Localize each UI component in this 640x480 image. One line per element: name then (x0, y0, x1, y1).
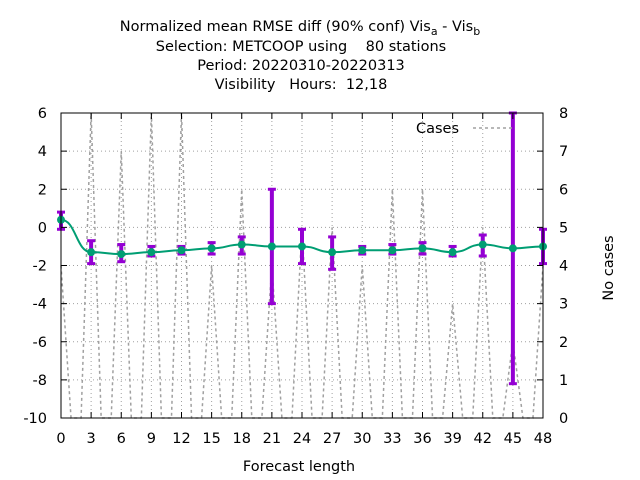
axis-ticks: 0 3 6 9 12 15 18 21 24 27 30 33 36 39 42 45 486420-2-4-6… (23, 106, 568, 447)
y2-axis-label: No cases (601, 235, 617, 300)
y2-tick-label: 0 (559, 411, 568, 427)
title-line-1: Normalized mean RMSE diff (90% conf) Vis… (120, 19, 480, 38)
x-tick-label: 48 (534, 431, 552, 447)
x-tick-label: 6 (117, 431, 126, 447)
title-line-2: Selection: METCOOP using 80 stations (156, 39, 446, 55)
x-tick-label: 36 (413, 431, 431, 447)
x-tick-label: 27 (323, 431, 341, 447)
legend: Cases (416, 121, 514, 137)
data-point (87, 248, 96, 257)
legend-label: Cases (416, 121, 459, 137)
title-line-4: Visibility Hours: 12,18 (215, 77, 388, 93)
data-point (478, 240, 487, 249)
y2-tick-label: 7 (559, 144, 568, 160)
x-tick-label: 42 (474, 431, 492, 447)
y2-tick-label: 4 (559, 259, 568, 275)
y-tick-label: -6 (33, 335, 47, 351)
y-tick-label: -10 (23, 411, 47, 427)
y-tick-label: 6 (38, 106, 47, 122)
x-tick-label: 24 (293, 431, 311, 447)
x-tick-label: 33 (383, 431, 401, 447)
x-tick-label: 3 (87, 431, 96, 447)
x-tick-label: 30 (353, 431, 371, 447)
diff-series (57, 215, 547, 259)
x-axis-label: Forecast length (243, 459, 355, 475)
data-point (147, 248, 156, 257)
y-tick-label: -2 (33, 259, 47, 275)
x-tick-label: 39 (443, 431, 461, 447)
y2-tick-label: 5 (559, 220, 568, 236)
data-point (177, 246, 186, 255)
x-tick-label: 12 (172, 431, 190, 447)
data-point (267, 242, 276, 251)
chart-title: Normalized mean RMSE diff (90% conf) Vis… (120, 19, 480, 93)
y2-tick-label: 3 (559, 297, 568, 313)
data-point (418, 244, 427, 253)
y-tick-label: 2 (38, 182, 47, 198)
data-point (508, 244, 517, 253)
y2-tick-label: 2 (559, 335, 568, 351)
data-point (207, 244, 216, 253)
grid-lines (61, 113, 543, 418)
title-line-3: Period: 20220310-20220313 (197, 58, 405, 74)
y2-tick-label: 1 (559, 373, 568, 389)
x-tick-label: 45 (504, 431, 522, 447)
y-tick-label: -4 (33, 297, 47, 313)
title-mid: - Vis (438, 19, 474, 35)
data-point (328, 248, 337, 257)
data-point (298, 242, 306, 251)
x-tick-label: 18 (233, 431, 251, 447)
title-sub-a: a (431, 25, 438, 38)
y-tick-label: -8 (33, 373, 47, 389)
data-point (237, 240, 246, 249)
x-tick-label: 15 (202, 431, 220, 447)
x-tick-label: 0 (56, 431, 65, 447)
y2-tick-label: 6 (559, 182, 568, 198)
data-point (117, 250, 126, 259)
x-tick-label: 21 (263, 431, 281, 447)
title-sub-b: b (473, 25, 480, 38)
data-point (358, 246, 367, 255)
x-tick-label: 9 (147, 431, 156, 447)
title-main: Normalized mean RMSE diff (90% conf) Vis (120, 19, 431, 35)
data-point (388, 246, 397, 255)
y-tick-label: 0 (38, 220, 47, 236)
data-point (448, 248, 457, 257)
y-tick-label: 4 (38, 144, 47, 160)
y2-tick-label: 8 (559, 106, 568, 122)
